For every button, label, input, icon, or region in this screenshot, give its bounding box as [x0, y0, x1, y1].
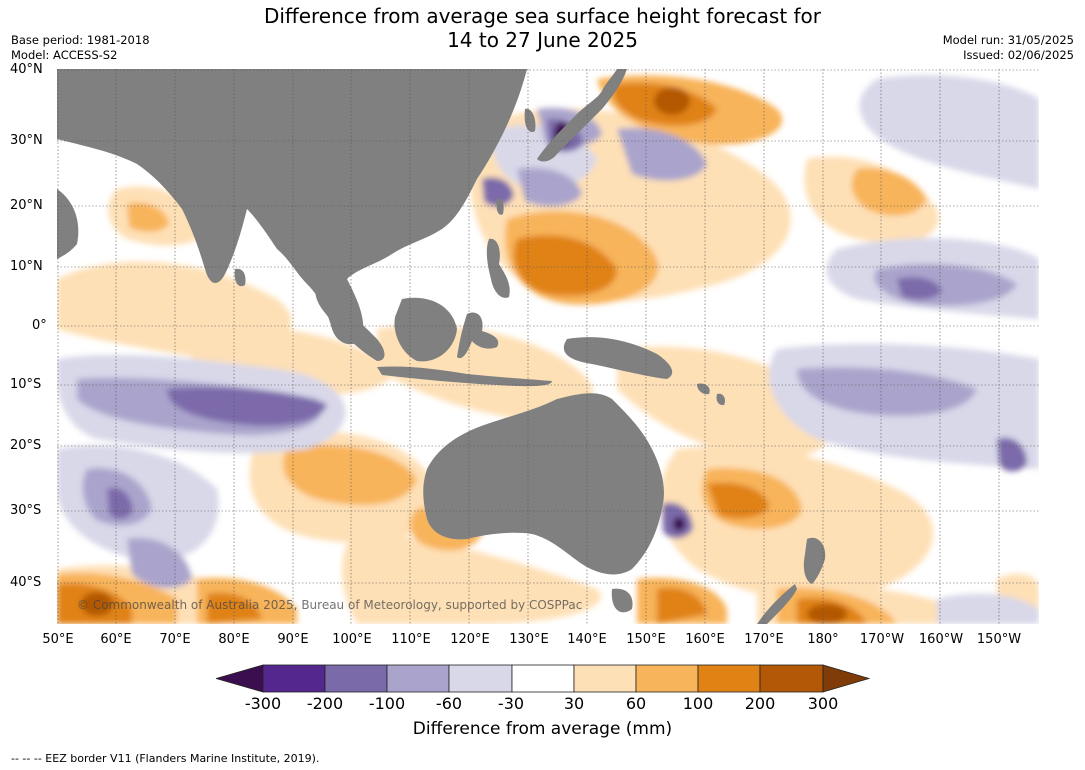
- map-title: Difference from average sea surface heig…: [0, 4, 1085, 52]
- lat-label-40n: 40°N: [10, 62, 43, 77]
- lon-label-170w: 170°W: [859, 632, 905, 647]
- colorbar-tick: -60: [435, 694, 463, 713]
- lon-label-150e: 150°E: [626, 632, 666, 647]
- colorbar-tick: -30: [497, 694, 525, 713]
- colorbar-tick: 60: [625, 694, 647, 713]
- lon-label-70e: 70°E: [159, 632, 191, 647]
- base-period: Base period: 1981-2018: [11, 33, 150, 47]
- colorbar-bin-1: [262, 664, 326, 693]
- colorbar-extend-high: [822, 664, 870, 693]
- meta-left: Base period: 1981-2018 Model: ACCESS-S2: [11, 33, 150, 63]
- lon-label-160w: 160°W: [918, 632, 964, 647]
- lat-label-10s: 10°S: [10, 377, 42, 392]
- lat-label-30s: 30°S: [10, 503, 42, 518]
- lat-label-30n: 30°N: [10, 133, 43, 148]
- lon-label-160e: 160°E: [685, 632, 725, 647]
- lat-label-10n: 10°N: [10, 259, 43, 274]
- graticule: [57, 69, 1039, 624]
- land-masses: [57, 69, 826, 624]
- colorbar-bin-3: [386, 664, 450, 693]
- copyright-note: © Commonwealth of Australia 2025, Bureau…: [77, 598, 583, 612]
- colorbar-tick: -100: [368, 694, 406, 713]
- lon-label-50e: 50°E: [42, 632, 74, 647]
- lon-label-60e: 60°E: [100, 632, 132, 647]
- lat-label-0: 0°: [32, 318, 47, 333]
- lon-label-170e: 170°E: [744, 632, 784, 647]
- lon-label-150w: 150°W: [976, 632, 1022, 647]
- colorbar: [216, 664, 870, 693]
- lon-label-180: 180°: [807, 632, 839, 647]
- colorbar-tick: -200: [306, 694, 344, 713]
- colorbar-label: Difference from average (mm): [412, 719, 673, 739]
- colorbar-bin-5: [511, 664, 575, 693]
- colorbar-bin-6: [573, 664, 637, 693]
- title-line-1: Difference from average sea surface heig…: [263, 4, 822, 28]
- lon-label-110e: 110°E: [391, 632, 431, 647]
- anomaly-fields: [57, 75, 1039, 624]
- colorbar-bin-2: [324, 664, 388, 693]
- colorbar-bin-8: [697, 664, 761, 693]
- lat-label-20n: 20°N: [10, 198, 43, 213]
- title-line-2: 14 to 27 June 2025: [447, 28, 638, 52]
- lon-label-130e: 130°E: [509, 632, 549, 647]
- colorbar-tick: 300: [807, 694, 839, 713]
- colorbar-tick: -300: [244, 694, 282, 713]
- lon-label-90e: 90°E: [277, 632, 309, 647]
- lat-label-20s: 20°S: [10, 438, 42, 453]
- model-name: Model: ACCESS-S2: [11, 48, 118, 62]
- colorbar-bin-7: [635, 664, 699, 693]
- colorbar-bin-4: [448, 664, 513, 693]
- meta-right: Model run: 31/05/2025 Issued: 02/06/2025: [943, 33, 1074, 63]
- anomaly-map: [57, 69, 1039, 624]
- lon-label-100e: 100°E: [332, 632, 372, 647]
- eez-legend-note: -- -- -- EEZ border V11 (Flanders Marine…: [11, 752, 320, 765]
- map-panel: [57, 69, 1039, 624]
- colorbar-bin-9: [759, 664, 824, 693]
- colorbar-tick: 100: [682, 694, 714, 713]
- lon-label-80e: 80°E: [218, 632, 250, 647]
- lon-label-120e: 120°E: [450, 632, 490, 647]
- model-run: Model run: 31/05/2025: [942, 33, 1074, 47]
- colorbar-tick: 200: [744, 694, 776, 713]
- issued-date: Issued: 02/06/2025: [963, 48, 1074, 62]
- colorbar-tick: 30: [563, 694, 585, 713]
- colorbar-extend-low: [216, 664, 264, 693]
- lon-label-140e: 140°E: [567, 632, 607, 647]
- lat-label-40s: 40°S: [10, 575, 42, 590]
